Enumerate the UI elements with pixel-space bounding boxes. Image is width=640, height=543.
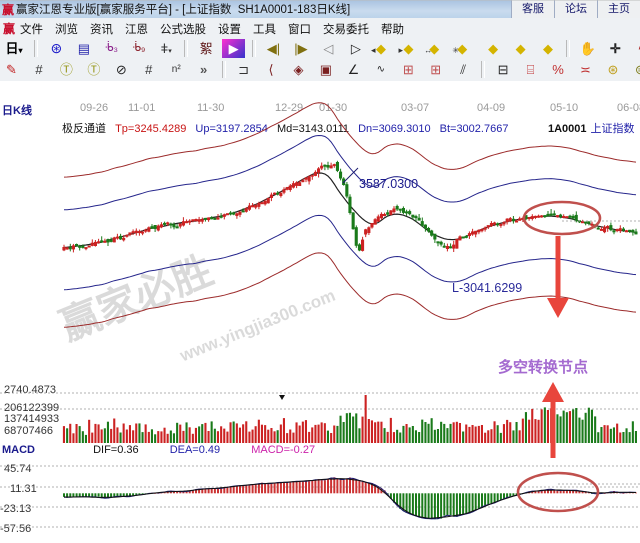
svg-text:L-3041.6299: L-3041.6299 <box>452 281 522 295</box>
svg-text:多空转换节点: 多空转换节点 <box>498 358 588 376</box>
svg-text:3587.0300: 3587.0300 <box>359 177 418 191</box>
